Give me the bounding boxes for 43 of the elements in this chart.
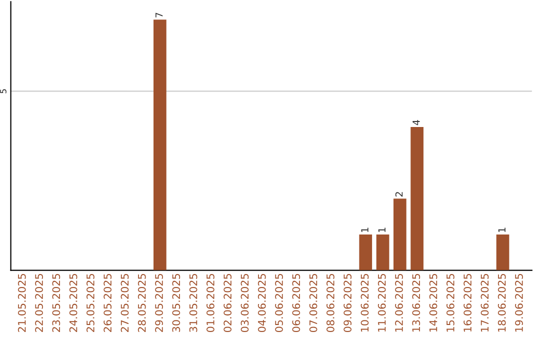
bar <box>393 198 406 270</box>
data-label: 1 <box>361 228 368 232</box>
bar <box>359 234 372 270</box>
x-tick-label: 04.06.2025 <box>258 274 266 332</box>
data-label: 1 <box>378 228 386 232</box>
x-tick-label: 13.06.2025 <box>412 274 420 332</box>
x-tick-label: 09.06.2025 <box>344 274 352 332</box>
y-tick-label: 5 <box>0 89 6 94</box>
x-tick-label: 17.06.2025 <box>480 274 489 332</box>
x-tick-label: 23.05.2025 <box>52 274 60 332</box>
x-tick-label: 08.06.2025 <box>326 274 334 332</box>
x-tick-label: 03.06.2025 <box>240 274 249 332</box>
x-tick-label: 11.06.2025 <box>378 274 386 332</box>
x-tick-label: 16.06.2025 <box>464 274 472 332</box>
x-tick-label: 28.05.2025 <box>138 274 146 332</box>
x-tick-label: 27.05.2025 <box>120 274 129 332</box>
x-tick-label: 02.06.2025 <box>224 274 232 332</box>
data-label: 7 <box>156 12 163 18</box>
x-tick-label: 18.06.2025 <box>498 274 506 332</box>
x-tick-label: 26.05.2025 <box>104 274 112 332</box>
bar <box>154 20 166 270</box>
data-label: 1 <box>498 228 506 232</box>
data-label: 2 <box>395 192 403 197</box>
bar <box>496 234 510 270</box>
x-tick-label: 29.05.2025 <box>155 274 163 332</box>
x-tick-label: 19.06.2025 <box>515 274 523 332</box>
x-tick-label: 07.06.2025 <box>309 274 318 332</box>
x-tick-label: 14.06.2025 <box>429 274 438 332</box>
x-tick-label: 06.06.2025 <box>292 274 300 332</box>
x-tick-label: 30.05.2025 <box>172 274 180 332</box>
bar <box>410 127 424 270</box>
x-tick-label: 10.06.2025 <box>360 274 369 332</box>
bar <box>376 234 390 270</box>
x-tick-label: 05.06.2025 <box>275 274 283 332</box>
x-tick-label: 25.05.2025 <box>86 274 94 332</box>
x-tick-label: 22.05.2025 <box>35 274 43 332</box>
data-label: 4 <box>412 120 420 126</box>
x-tick-label: 31.05.2025 <box>189 274 198 332</box>
x-tick-label: 21.05.2025 <box>18 274 26 332</box>
x-tick-label: 12.06.2025 <box>395 274 403 332</box>
x-tick-label: 01.06.2025 <box>206 274 214 332</box>
x-tick-label: 24.05.2025 <box>69 274 78 332</box>
x-tick-label: 15.06.2025 <box>446 274 454 332</box>
